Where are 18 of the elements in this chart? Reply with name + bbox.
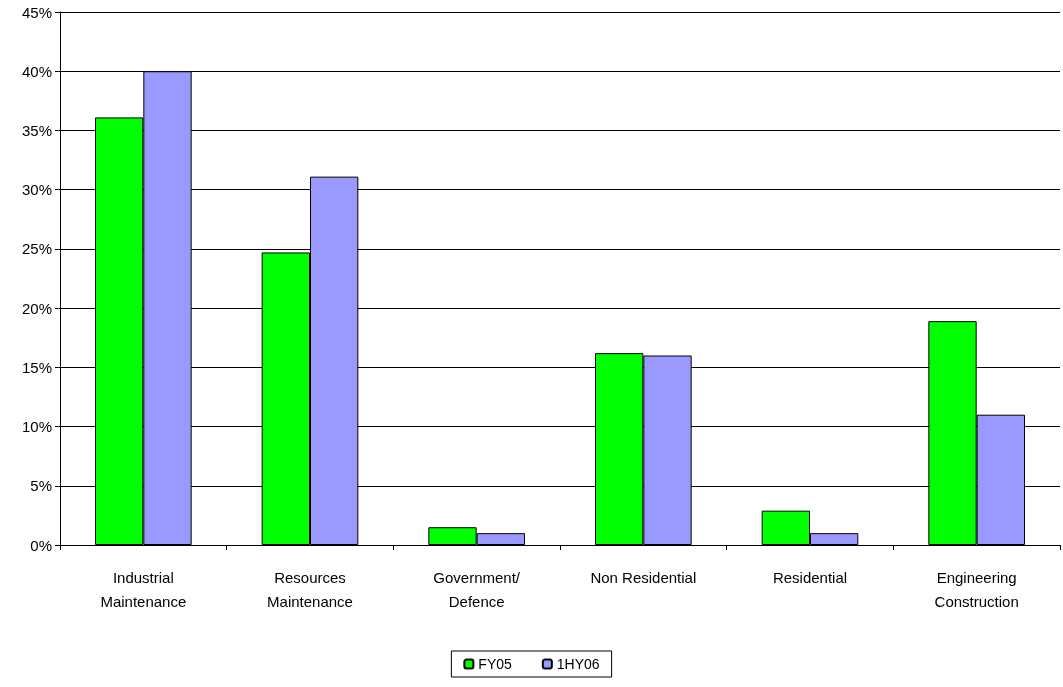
x-tick-label: Government/ Defence — [433, 568, 521, 610]
x-tick-label: Resources Maintenance — [267, 568, 353, 610]
x-tick-label: Residential — [772, 568, 848, 586]
y-tick-label: 10% — [21, 418, 52, 436]
legend-label: FY05 — [478, 656, 513, 672]
y-tick-label: 20% — [21, 299, 52, 317]
x-tick-label: Industrial Maintenance — [100, 568, 187, 610]
x-tick-label: Non Residential — [590, 568, 697, 586]
y-tick-label: 45% — [21, 3, 52, 21]
y-tick-label: 40% — [21, 62, 52, 80]
y-tick-label: 15% — [21, 358, 52, 376]
y-tick-label: 35% — [21, 121, 52, 139]
x-tick-label: Engineering Construction — [934, 568, 1019, 610]
y-tick-label: 30% — [21, 181, 52, 199]
y-tick-label: 25% — [21, 240, 52, 258]
legend-label: 1HY06 — [556, 656, 600, 672]
y-tick-label: 0% — [30, 536, 52, 554]
y-tick-label: 5% — [30, 477, 52, 495]
